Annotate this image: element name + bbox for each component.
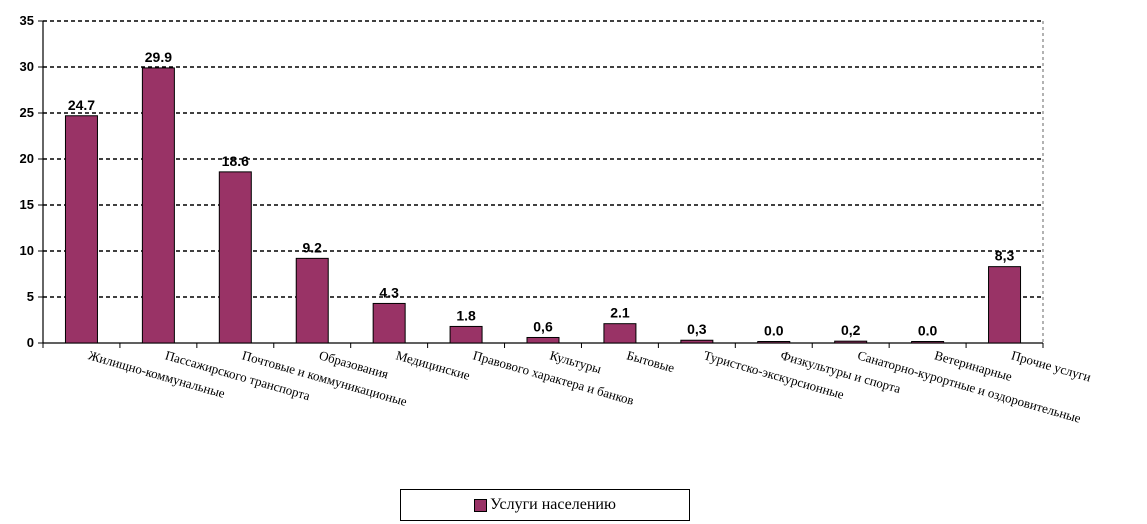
data-label: 0,3 xyxy=(687,321,707,337)
y-tick-label: 15 xyxy=(20,197,34,212)
legend: Услуги населению xyxy=(400,489,690,521)
bar xyxy=(603,323,637,344)
data-label: 4.3 xyxy=(379,284,399,300)
y-tick-label: 10 xyxy=(20,243,34,258)
y-tick-label: 0 xyxy=(27,335,34,350)
y-axis-ticks: 0 5 10 15 20 25 30 35 xyxy=(20,13,34,350)
legend-swatch xyxy=(474,498,488,512)
bar xyxy=(526,336,560,344)
data-label: 18.6 xyxy=(222,153,249,169)
bar xyxy=(64,115,98,344)
category-label: Жилищно-коммунальные xyxy=(87,347,227,400)
axes xyxy=(38,20,1044,348)
gridlines xyxy=(43,20,1044,343)
y-tick-label: 20 xyxy=(20,151,34,166)
bar xyxy=(218,171,252,344)
bar xyxy=(988,266,1022,344)
data-label: 2.1 xyxy=(610,305,630,321)
data-labels: 24.7 29.9 18.6 9.2 4.3 1.8 0,6 2.1 0,3 0.0 0,2 0.0 8… xyxy=(68,49,1015,339)
data-label: 29.9 xyxy=(145,49,172,65)
bar xyxy=(680,339,714,344)
legend-label: Услуги населению xyxy=(490,496,616,513)
data-label: 1.8 xyxy=(456,307,476,323)
data-label: 9.2 xyxy=(302,239,322,255)
data-label: 0,6 xyxy=(533,318,553,334)
category-label: Бытовые xyxy=(625,347,676,375)
y-tick-label: 35 xyxy=(20,13,34,28)
data-label: 0.0 xyxy=(764,323,784,339)
bar xyxy=(449,325,483,344)
bar xyxy=(141,67,175,344)
bars xyxy=(64,67,1022,344)
y-tick-label: 25 xyxy=(20,105,34,120)
data-label: 8,3 xyxy=(995,248,1015,264)
y-tick-label: 5 xyxy=(27,289,34,304)
data-label: 0,2 xyxy=(841,322,861,338)
bar xyxy=(295,257,329,344)
y-tick-label: 30 xyxy=(20,59,34,74)
bar xyxy=(911,341,945,344)
bar xyxy=(372,302,406,344)
data-label: 24.7 xyxy=(68,97,95,113)
data-label: 0.0 xyxy=(918,323,938,339)
category-label: Медицинские xyxy=(394,347,472,382)
bar xyxy=(834,340,868,344)
bar xyxy=(757,341,791,344)
category-label: Прочие услуги xyxy=(1010,347,1093,384)
